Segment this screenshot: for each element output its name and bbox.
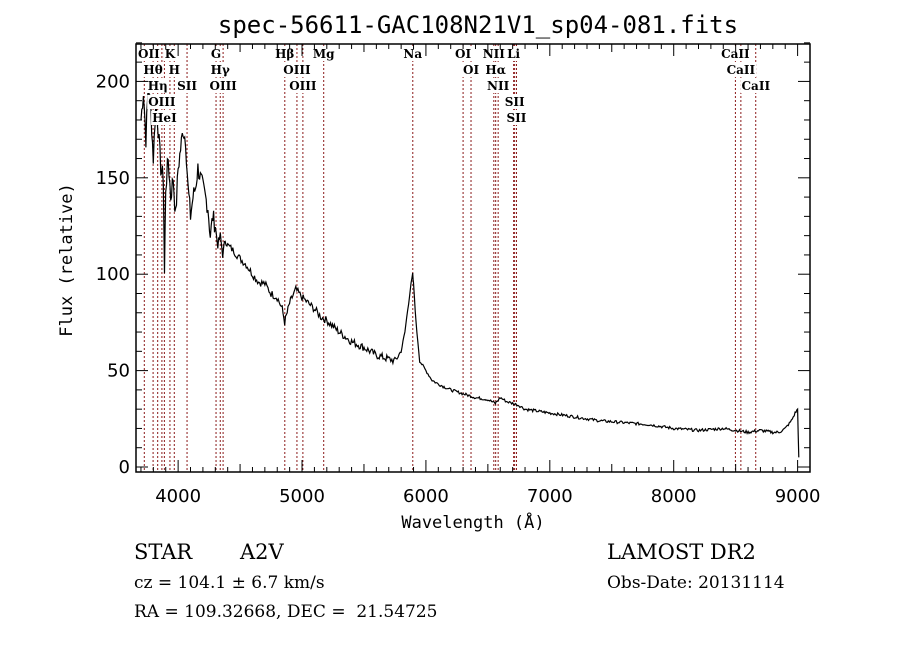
line-marker-label: OII bbox=[138, 47, 160, 61]
line-marker-label-bg bbox=[208, 79, 238, 93]
line-marker-label-bg bbox=[720, 47, 751, 61]
line-marker-label-bg bbox=[274, 47, 296, 61]
line-marker-label-bg bbox=[209, 63, 231, 77]
line-marker-label-bg bbox=[142, 63, 164, 77]
line-marker-label: OI bbox=[463, 63, 479, 77]
line-marker-label: OIII bbox=[148, 95, 176, 109]
line-marker-label-bg bbox=[167, 63, 181, 77]
spectrum-line bbox=[140, 83, 800, 458]
y-tick-label: 200 bbox=[96, 71, 130, 92]
line-marker-label: H bbox=[169, 63, 180, 77]
line-marker-label-bg bbox=[137, 47, 161, 61]
object-type: STAR bbox=[134, 540, 193, 564]
line-marker-label: Hα bbox=[485, 63, 506, 77]
line-marker-label-bg bbox=[503, 95, 526, 109]
line-marker-label: OIII bbox=[283, 63, 311, 77]
line-marker-label-bg bbox=[209, 47, 223, 61]
y-axis: 0 50 100 150 200 bbox=[96, 42, 810, 478]
x-tick-label: 4000 bbox=[155, 486, 201, 507]
y-tick-label: 0 bbox=[119, 457, 130, 478]
line-marker-label: Hβ bbox=[275, 47, 294, 61]
chart-title: spec-56611-GAC108N21V1_sp04-081.fits bbox=[218, 11, 738, 39]
x-tick-label: 6000 bbox=[403, 486, 449, 507]
line-marker-label: SII bbox=[507, 111, 527, 125]
line-marker-label-bg bbox=[311, 47, 336, 61]
x-tick-label: 5000 bbox=[279, 486, 325, 507]
line-marker-label: SII bbox=[177, 79, 197, 93]
line-marker-label: NII bbox=[483, 47, 506, 61]
y-tick-label: 50 bbox=[107, 361, 130, 382]
line-marker-label-bg bbox=[163, 47, 177, 61]
line-marker-label-bg bbox=[486, 79, 511, 93]
redshift-velocity: cz = 104.1 ± 6.7 km/s bbox=[134, 573, 325, 593]
line-marker-label: Hγ bbox=[211, 63, 230, 77]
line-marker-label-bg bbox=[176, 79, 198, 93]
line-marker-label: NII bbox=[487, 79, 510, 93]
line-marker-label: G bbox=[211, 47, 221, 61]
line-marker-label-bg bbox=[484, 63, 507, 77]
line-marker-label-bg bbox=[725, 63, 757, 77]
line-marker-label-bg bbox=[402, 47, 424, 61]
line-marker-label: Hη bbox=[148, 79, 168, 93]
line-marker-label: Mg bbox=[313, 47, 335, 61]
line-marker-label-bg bbox=[282, 63, 312, 77]
y-axis-label: Flux (relative) bbox=[57, 183, 77, 337]
line-marker-label: CaII bbox=[742, 79, 771, 93]
y-tick-label: 150 bbox=[96, 168, 130, 189]
line-marker-label-bg bbox=[740, 79, 772, 93]
line-marker-label-bg bbox=[288, 79, 318, 93]
line-marker-label: K bbox=[165, 47, 176, 61]
line-marker-label: OIII bbox=[289, 79, 317, 93]
x-axis: 4000 5000 6000 7000 8000 9000 bbox=[140, 44, 821, 507]
line-marker-label: SII bbox=[505, 95, 525, 109]
x-tick-label: 8000 bbox=[651, 486, 697, 507]
line-marker-label: OIII bbox=[210, 79, 238, 93]
coordinates: RA = 109.32668, DEC = 21.54725 bbox=[134, 602, 438, 622]
x-tick-label: 7000 bbox=[527, 486, 573, 507]
line-marker-label-bg bbox=[506, 47, 522, 61]
line-markers bbox=[143, 44, 757, 472]
line-marker-label-bg bbox=[146, 79, 169, 93]
observation-date: Obs-Date: 20131114 bbox=[607, 573, 785, 593]
line-marker-label: Li bbox=[507, 47, 520, 61]
y-tick-label: 100 bbox=[96, 264, 130, 285]
line-marker-label-bg bbox=[147, 95, 177, 109]
line-marker-label-bg bbox=[462, 63, 481, 77]
line-marker-label: CaII bbox=[727, 63, 756, 77]
line-marker-label: CaII bbox=[721, 47, 750, 61]
line-marker-label: HeI bbox=[152, 111, 177, 125]
plot-frame bbox=[135, 43, 811, 473]
line-marker-label-bg bbox=[505, 111, 528, 125]
subclass: A2V bbox=[240, 540, 284, 564]
survey-name: LAMOST DR2 bbox=[607, 540, 756, 564]
line-marker-label-bg bbox=[151, 111, 178, 125]
line-marker-label-bg bbox=[454, 47, 473, 61]
line-marker-label: OI bbox=[455, 47, 471, 61]
x-axis-label: Wavelength (Å) bbox=[401, 511, 544, 533]
line-marker-label: Hθ bbox=[143, 63, 162, 77]
x-tick-label: 9000 bbox=[775, 486, 821, 507]
line-marker-label: Na bbox=[403, 47, 422, 61]
